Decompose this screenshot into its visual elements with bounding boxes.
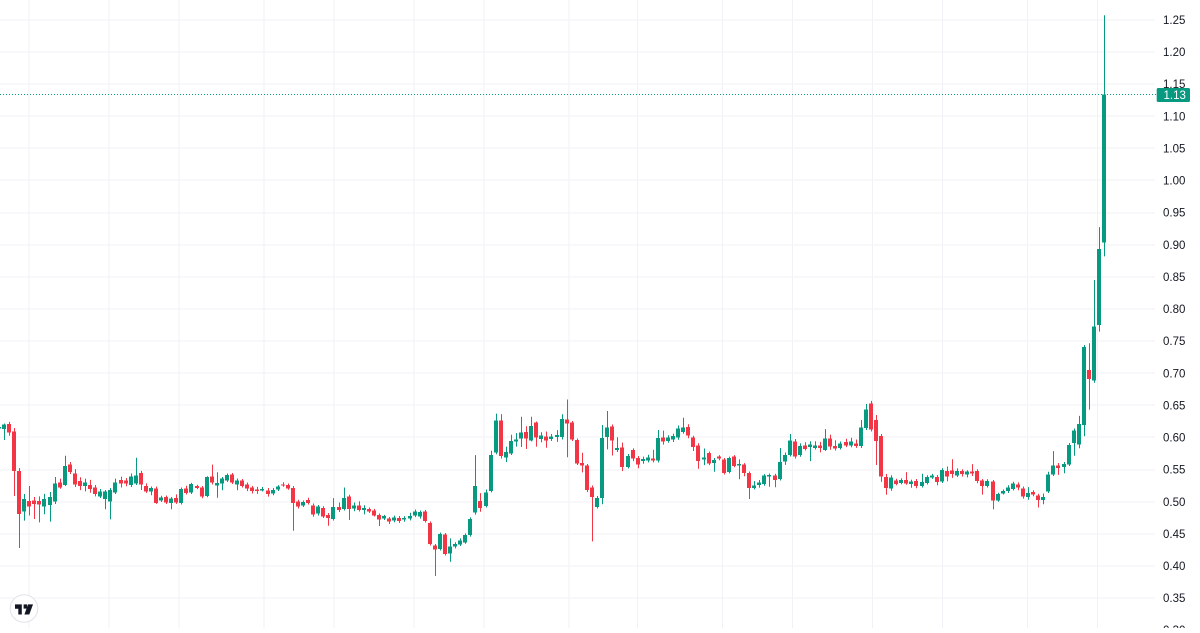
- svg-text:0.85: 0.85: [1163, 272, 1185, 284]
- svg-text:0.40: 0.40: [1163, 561, 1185, 573]
- svg-text:0.50: 0.50: [1163, 497, 1185, 509]
- svg-text:1.10: 1.10: [1163, 111, 1185, 123]
- svg-text:1.25: 1.25: [1163, 15, 1185, 27]
- svg-text:0.35: 0.35: [1163, 593, 1185, 605]
- svg-text:0.70: 0.70: [1163, 368, 1185, 380]
- svg-text:0.45: 0.45: [1163, 529, 1185, 541]
- svg-text:1.20: 1.20: [1163, 47, 1185, 59]
- svg-text:1.00: 1.00: [1163, 176, 1185, 188]
- svg-text:0.65: 0.65: [1163, 400, 1185, 412]
- svg-text:0.80: 0.80: [1163, 304, 1185, 316]
- svg-text:1.05: 1.05: [1163, 144, 1185, 156]
- svg-text:0.95: 0.95: [1163, 208, 1185, 220]
- svg-text:0.90: 0.90: [1163, 240, 1185, 252]
- svg-text:0.60: 0.60: [1163, 433, 1185, 445]
- svg-text:0.75: 0.75: [1163, 336, 1185, 348]
- svg-text:1.13: 1.13: [1164, 90, 1186, 102]
- svg-text:0.55: 0.55: [1163, 465, 1185, 477]
